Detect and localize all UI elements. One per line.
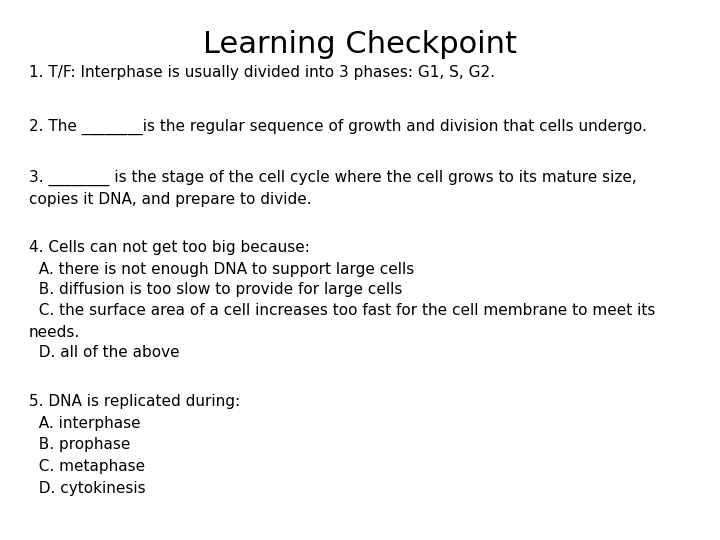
Text: B. diffusion is too slow to provide for large cells: B. diffusion is too slow to provide for …	[29, 282, 402, 298]
Text: C. metaphase: C. metaphase	[29, 459, 145, 474]
Text: D. cytokinesis: D. cytokinesis	[29, 481, 145, 496]
Text: B. prophase: B. prophase	[29, 437, 130, 453]
Text: C. the surface area of a cell increases too fast for the cell membrane to meet i: C. the surface area of a cell increases …	[29, 303, 655, 318]
Text: A. there is not enough DNA to support large cells: A. there is not enough DNA to support la…	[29, 262, 414, 277]
Text: 4. Cells can not get too big because:: 4. Cells can not get too big because:	[29, 240, 310, 255]
Text: 5. DNA is replicated during:: 5. DNA is replicated during:	[29, 394, 240, 409]
Text: needs.: needs.	[29, 325, 80, 340]
Text: A. interphase: A. interphase	[29, 416, 140, 431]
Text: Learning Checkpoint: Learning Checkpoint	[203, 30, 517, 59]
Text: copies it DNA, and prepare to divide.: copies it DNA, and prepare to divide.	[29, 192, 312, 207]
Text: D. all of the above: D. all of the above	[29, 345, 179, 360]
Text: 1. T/F: Interphase is usually divided into 3 phases: G1, S, G2.: 1. T/F: Interphase is usually divided in…	[29, 65, 495, 80]
Text: 2. The ________is the regular sequence of growth and division that cells undergo: 2. The ________is the regular sequence o…	[29, 119, 647, 135]
Text: 3. ________ is the stage of the cell cycle where the cell grows to its mature si: 3. ________ is the stage of the cell cyc…	[29, 170, 636, 186]
